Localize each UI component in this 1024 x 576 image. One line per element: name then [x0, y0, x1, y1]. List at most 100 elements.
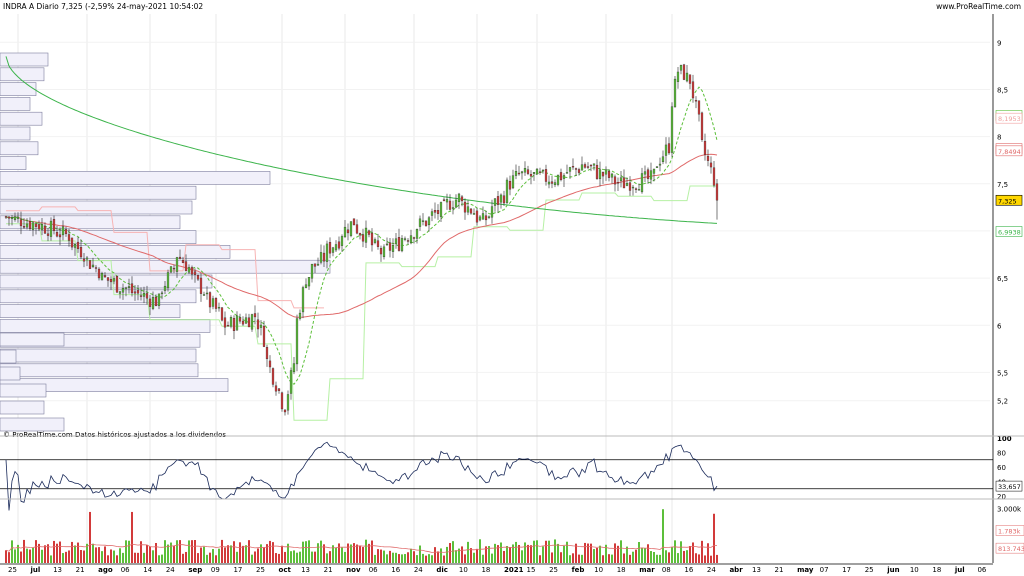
volume-bar: [170, 542, 172, 563]
x-tick-label: 10: [459, 566, 468, 574]
candle-body: [640, 173, 644, 193]
volume-bar: [119, 548, 121, 563]
rsi-value-label: 33,657: [998, 483, 1021, 491]
candle-body: [586, 166, 590, 168]
volume-bar: [533, 540, 535, 563]
volume-bar: [620, 540, 622, 563]
volume-bar: [104, 546, 106, 563]
candle-body: [202, 294, 206, 296]
candle-body: [262, 325, 266, 347]
x-tick-label: 21: [324, 566, 333, 574]
candle-body: [73, 244, 77, 248]
x-tick-label: 17: [842, 566, 851, 574]
candle-body: [340, 236, 344, 246]
candle-body: [469, 208, 473, 214]
x-tick-label: oct: [279, 566, 292, 574]
volume-bar: [407, 552, 409, 563]
x-tick-label: 24: [414, 566, 423, 574]
candle-body: [613, 176, 617, 185]
candle-body: [310, 263, 314, 279]
volume-bar: [401, 554, 403, 563]
candle-body: [277, 388, 281, 391]
candle-body: [325, 243, 329, 262]
candle-body: [496, 196, 500, 205]
candle-body: [64, 229, 68, 235]
volume-bar: [686, 550, 688, 563]
volume-bar: [350, 544, 352, 563]
volume-profile-bar: [0, 111, 43, 126]
volume-profile-bar: [0, 200, 193, 215]
candle-body: [139, 295, 143, 297]
volume-bar: [509, 547, 511, 563]
volume-bar: [95, 547, 97, 563]
volume-bar: [443, 555, 445, 563]
volume-bar: [50, 555, 52, 563]
candle-body: [580, 164, 584, 171]
candle-body: [685, 72, 689, 82]
volume-bar: [434, 547, 436, 563]
candle-body: [271, 368, 275, 385]
candle-body: [115, 276, 119, 293]
candle-body: [100, 273, 104, 281]
candle-body: [520, 171, 524, 174]
volume-profile-bar: [0, 304, 181, 318]
volume-bar: [218, 548, 220, 563]
candle-body: [352, 218, 356, 226]
volume-bar: [290, 551, 292, 563]
volume-bar: [173, 546, 175, 563]
volume-bar: [557, 543, 559, 563]
volume-ma-line: [5, 543, 717, 553]
candle-body: [328, 242, 332, 254]
volume-value-box: [995, 542, 1024, 554]
volume-bar: [506, 545, 508, 563]
candle-body: [247, 317, 251, 328]
volume-bar: [521, 550, 523, 563]
volume-bar: [122, 552, 124, 563]
volume-bar: [263, 547, 265, 563]
volume-bar: [416, 555, 418, 563]
stop-green-line: [6, 185, 717, 421]
volume-bar: [77, 542, 79, 563]
price-label-box: [995, 145, 1023, 157]
candle-body: [190, 267, 194, 275]
volume-bar: [473, 552, 475, 563]
volume-bar: [41, 549, 43, 563]
volume-bar: [338, 543, 340, 563]
volume-bar: [344, 551, 346, 563]
candle-body: [436, 210, 440, 214]
candle-body: [376, 240, 380, 247]
volume-bar: [305, 541, 307, 563]
candle-body: [559, 172, 563, 181]
candle-body: [280, 392, 284, 410]
candle-body: [331, 247, 335, 253]
candle-body: [16, 216, 20, 219]
volume-bar: [14, 549, 16, 563]
x-tick-label: abr: [729, 566, 743, 574]
site-url[interactable]: www.ProRealTime.com: [936, 2, 1021, 11]
candle-body: [457, 193, 461, 203]
volume-bar: [359, 545, 361, 563]
candle-body: [631, 186, 635, 189]
candle-body: [46, 233, 50, 236]
candle-body: [94, 267, 98, 269]
volume-bar: [74, 545, 76, 563]
volume-bar: [419, 545, 421, 563]
volume-bar: [404, 554, 406, 563]
volume-bar: [554, 539, 556, 563]
volume-bar: [680, 541, 682, 563]
volume-bar: [632, 551, 634, 563]
volume-bar: [464, 554, 466, 563]
volume-bar: [671, 547, 673, 563]
candle-body: [319, 252, 323, 263]
volume-bar: [314, 551, 316, 563]
candle-body: [442, 199, 446, 201]
candle-body: [22, 226, 26, 228]
volume-bar: [206, 554, 208, 563]
candle-body: [517, 172, 521, 175]
volume-bar: [32, 547, 34, 563]
candle-body: [223, 317, 227, 328]
candle-body: [157, 293, 161, 306]
volume-bar: [203, 546, 205, 563]
volume-bar: [452, 541, 454, 563]
